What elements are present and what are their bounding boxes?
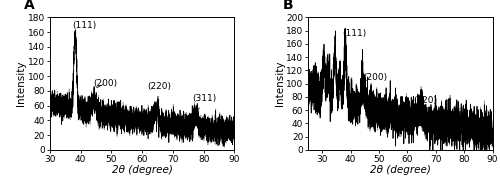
Text: (111): (111) — [72, 21, 96, 35]
Text: (220): (220) — [147, 82, 171, 112]
Text: (311): (311) — [192, 94, 216, 112]
X-axis label: 2θ (degree): 2θ (degree) — [370, 165, 431, 175]
Text: A: A — [24, 0, 35, 12]
Y-axis label: Intensity: Intensity — [16, 61, 26, 106]
Y-axis label: Intensity: Intensity — [274, 61, 284, 106]
Text: (200): (200) — [93, 79, 117, 88]
Text: (220): (220) — [413, 96, 437, 105]
Text: (200): (200) — [364, 73, 388, 91]
Text: B: B — [282, 0, 293, 12]
Text: (111): (111) — [342, 30, 366, 41]
X-axis label: 2θ (degree): 2θ (degree) — [112, 165, 172, 175]
